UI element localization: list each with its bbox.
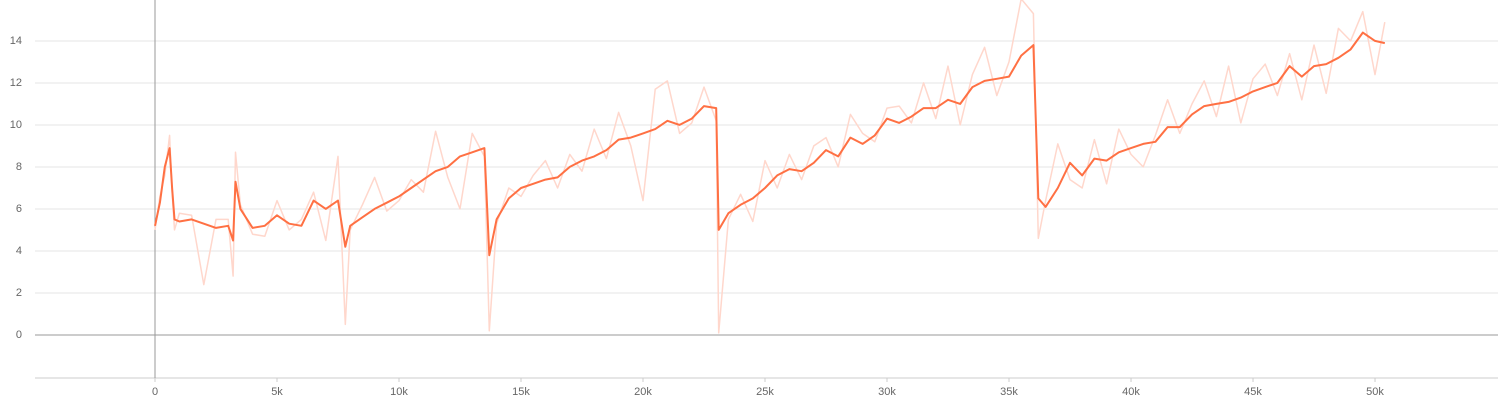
x-tick-label: 15k bbox=[512, 386, 530, 398]
x-tick-label: 25k bbox=[756, 386, 774, 398]
y-tick-label: 8 bbox=[16, 161, 22, 173]
x-tick-label: 40k bbox=[1122, 386, 1140, 398]
x-tick-label: 20k bbox=[634, 386, 652, 398]
y-tick-label: 12 bbox=[10, 77, 22, 89]
y-tick-label: 0 bbox=[16, 329, 22, 341]
x-tick-label: 0 bbox=[152, 386, 158, 398]
x-tick-label: 5k bbox=[271, 386, 283, 398]
x-tick-label: 50k bbox=[1366, 386, 1384, 398]
x-tick-label: 10k bbox=[390, 386, 408, 398]
x-tick-label: 45k bbox=[1244, 386, 1262, 398]
y-tick-label: 4 bbox=[16, 245, 22, 257]
y-tick-label: 10 bbox=[10, 119, 22, 131]
y-tick-label: 14 bbox=[10, 35, 22, 47]
series-line bbox=[154, 0, 1386, 334]
x-tick-label: 30k bbox=[878, 386, 896, 398]
y-tick-label: 6 bbox=[16, 203, 22, 215]
series-line bbox=[154, 31, 1386, 257]
y-tick-label: 2 bbox=[16, 287, 22, 299]
x-tick-label: 35k bbox=[1000, 386, 1018, 398]
